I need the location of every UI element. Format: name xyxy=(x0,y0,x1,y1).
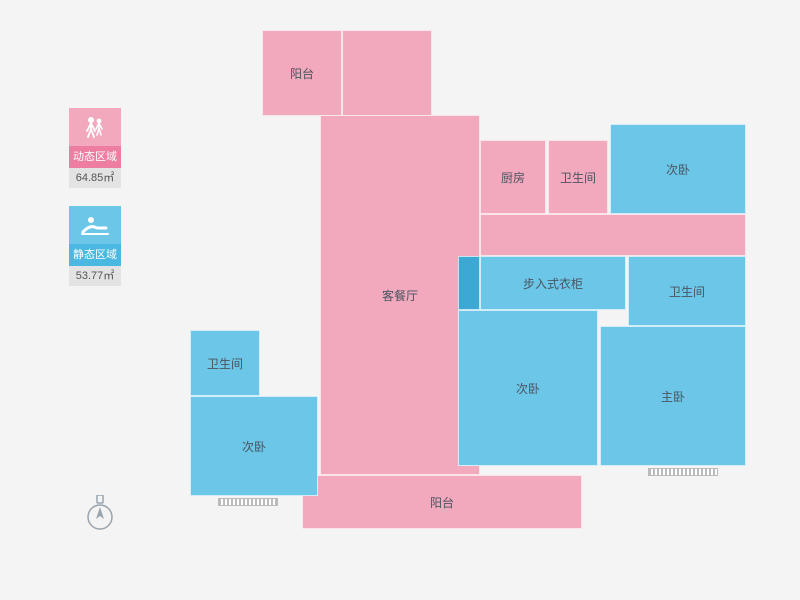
legend-static-value: 53.77㎡ xyxy=(69,266,121,286)
room-label-bath_right: 卫生间 xyxy=(669,283,705,300)
room-label-balcony_bot: 阳台 xyxy=(430,494,454,511)
room-bath_top: 卫生间 xyxy=(548,140,608,214)
room-living: 客餐厅 xyxy=(320,115,480,475)
room-bath_left: 卫生间 xyxy=(190,330,260,396)
room-label-master: 主卧 xyxy=(661,388,685,405)
room-label-balcony_top: 阳台 xyxy=(290,65,314,82)
vent-0 xyxy=(218,498,278,506)
legend-dynamic-value: 64.85㎡ xyxy=(69,168,121,188)
legend-dynamic-icon xyxy=(69,108,121,146)
room-label-bed2_mid: 次卧 xyxy=(516,380,540,397)
room-label-bed2_left: 次卧 xyxy=(242,438,266,455)
room-balcony_bot: 阳台 xyxy=(302,475,582,529)
vent-1 xyxy=(648,468,718,476)
room-bath_right: 卫生间 xyxy=(628,256,746,326)
room-kitchen: 厨房 xyxy=(480,140,546,214)
room-label-living: 客餐厅 xyxy=(382,287,418,304)
room-balcony_top: 阳台 xyxy=(262,30,342,116)
room-bed2_left: 次卧 xyxy=(190,396,318,496)
room-closet_tiny xyxy=(458,256,480,310)
legend-static-icon xyxy=(69,206,121,244)
room-master: 主卧 xyxy=(600,326,746,466)
room-bed2_top: 次卧 xyxy=(610,124,746,214)
room-label-bath_left: 卫生间 xyxy=(207,355,243,372)
room-label-bath_top: 卫生间 xyxy=(560,169,596,186)
legend-dynamic-label: 动态区域 xyxy=(69,146,121,168)
floorplan: 阳台客餐厅厨房卫生间阳台次卧卫生间主卧步入式衣柜次卧卫生间次卧 xyxy=(190,20,750,580)
room-label-bed2_top: 次卧 xyxy=(666,161,690,178)
room-corridor_top xyxy=(342,30,432,116)
room-label-kitchen: 厨房 xyxy=(501,169,525,186)
legend-static-label: 静态区域 xyxy=(69,244,121,266)
room-closet: 步入式衣柜 xyxy=(480,256,626,310)
compass-icon xyxy=(85,495,115,531)
room-bed2_mid: 次卧 xyxy=(458,310,598,466)
room-hall_strip xyxy=(480,214,746,256)
legend-static: 静态区域 53.77㎡ xyxy=(69,206,121,286)
legend-dynamic: 动态区域 64.85㎡ xyxy=(69,108,121,188)
room-label-closet: 步入式衣柜 xyxy=(523,275,583,292)
